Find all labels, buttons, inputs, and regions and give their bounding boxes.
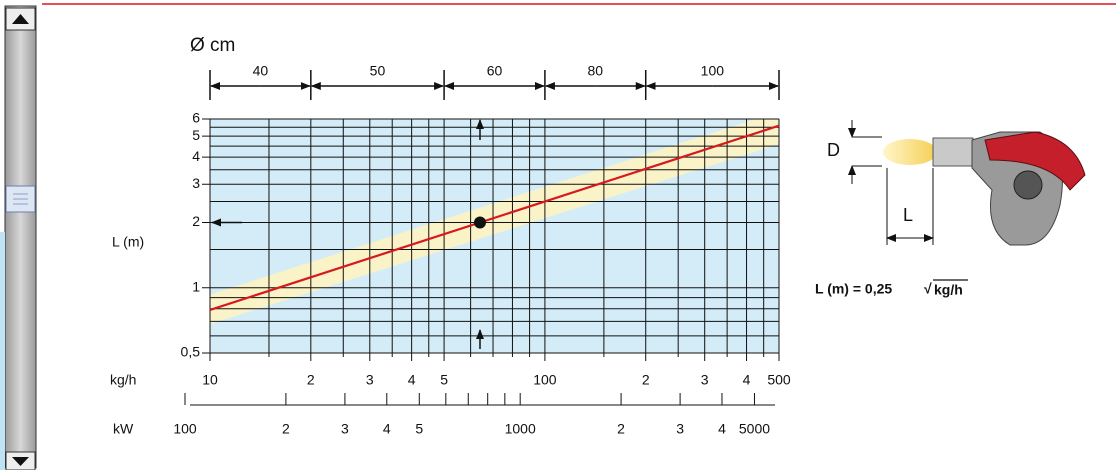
formula: L (m) = 0,25 √ kg/h	[815, 279, 968, 298]
x2-tick-label: 2	[282, 421, 290, 437]
side-strip	[0, 232, 5, 470]
x-axis-label: kg/h	[110, 372, 136, 388]
x2-tick-label: 4	[383, 421, 391, 437]
x-tick-label: 100	[533, 372, 557, 388]
thumb-grip	[13, 193, 28, 205]
scroll-track[interactable]	[4, 5, 37, 469]
diameter-label: 100	[701, 63, 725, 79]
x-tick-label: 500	[767, 372, 791, 388]
y-tick-label: 3	[192, 175, 200, 191]
x2-tick-label: 4	[718, 421, 726, 437]
formula-radicand: kg/h	[934, 282, 963, 298]
y-tick-label: 5	[192, 127, 200, 143]
burner-diagram: D L	[827, 120, 1086, 246]
x-tick-label: 2	[642, 372, 650, 388]
blast-tube	[932, 137, 974, 167]
y-axis-label: L (m)	[112, 234, 144, 250]
x2-tick-label: 5000	[739, 421, 770, 437]
x2-tick-label: 3	[341, 421, 349, 437]
dim-label: L	[903, 205, 913, 225]
x2-axis-label: kW	[113, 421, 134, 437]
example-point	[473, 216, 486, 229]
band	[210, 119, 779, 325]
x2-tick-label: 100	[173, 421, 197, 437]
y-tick-label: 1	[192, 278, 200, 294]
x2-tick-label: 5	[415, 421, 423, 437]
scroll-down-icon	[12, 457, 29, 466]
x-tick-label: 4	[743, 372, 751, 388]
x2-tick-label: 3	[676, 421, 684, 437]
y-tick-label: 6	[192, 110, 200, 126]
x-tick-label: 2	[307, 372, 315, 388]
scrollbar[interactable]	[4, 5, 37, 470]
x2-tick-label: 2	[617, 421, 625, 437]
scroll-up-icon	[12, 14, 29, 24]
flame	[883, 139, 937, 165]
dim-label: D	[827, 140, 840, 160]
x-tick-label: 3	[366, 372, 374, 388]
diameter-label: 80	[588, 63, 604, 79]
diameter-label: 50	[370, 63, 386, 79]
formula-left: L (m) = 0,25	[815, 281, 892, 297]
x2-tick-label: 1000	[505, 421, 536, 437]
burner-cover	[984, 131, 1086, 191]
diameter-title: Ø cm	[190, 35, 235, 56]
diameter-label: 40	[253, 63, 269, 79]
y-tick-label: 4	[192, 148, 200, 164]
x-tick-label: 4	[408, 372, 416, 388]
formula-root: √	[924, 281, 932, 297]
y-tick-label: 0,5	[181, 344, 201, 360]
fan	[1013, 170, 1043, 200]
x-tick-label: 3	[701, 372, 709, 388]
line	[209, 124, 780, 311]
x-tick-label: 5	[440, 372, 448, 388]
y-tick-label: 2	[192, 213, 200, 229]
x-tick-label: 10	[202, 372, 218, 388]
band-group	[210, 119, 779, 325]
diameter-label: 60	[487, 63, 503, 79]
